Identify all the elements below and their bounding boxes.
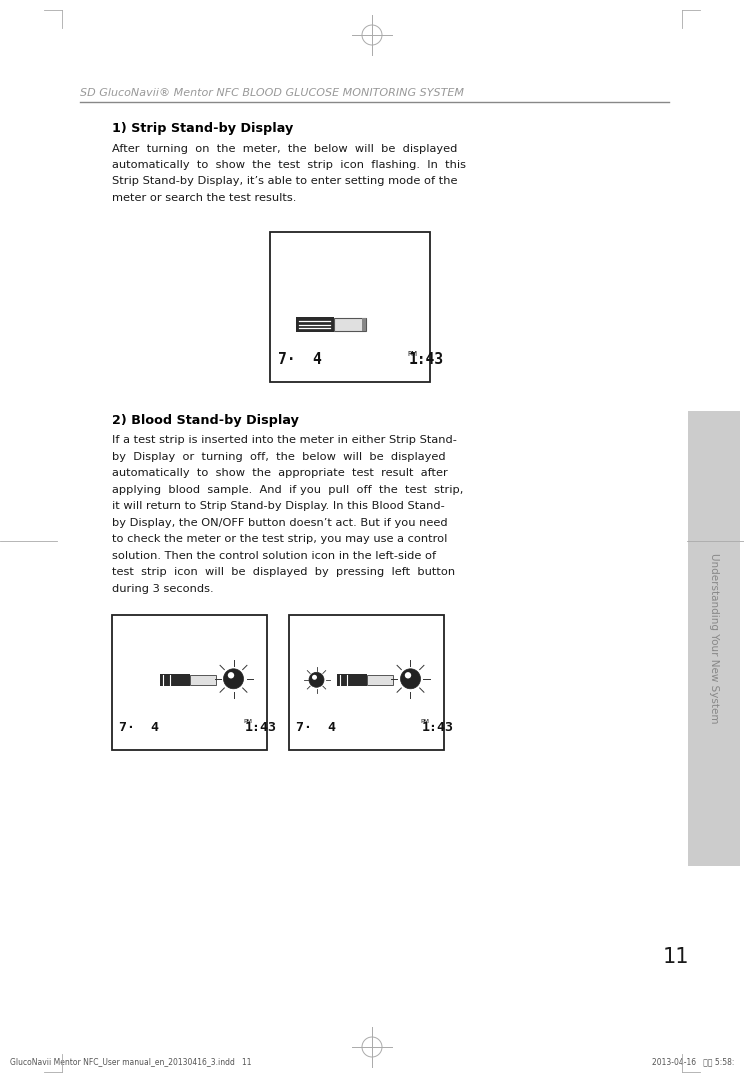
Text: 7·  4: 7· 4 [278,352,321,367]
Text: 1:43: 1:43 [245,721,277,734]
Text: 1:43: 1:43 [422,721,454,734]
Bar [295,317,333,332]
Text: GlucoNavii Mentor NFC_User manual_en_20130416_3.indd   11: GlucoNavii Mentor NFC_User manual_en_201… [10,1057,251,1067]
Text: by Display, the ON/OFF button doesn’t act. But if you need: by Display, the ON/OFF button doesn’t ac… [112,517,448,528]
Bar [289,615,444,750]
Bar [112,615,267,750]
Text: to check the meter or the test strip, you may use a control: to check the meter or the test strip, yo… [112,535,447,544]
Text: 2013-04-16   오후 5:58:: 2013-04-16 오후 5:58: [652,1057,734,1067]
Bar [190,675,216,685]
Text: SD GlucoNavii® Mentor NFC BLOOD GLUCOSE MONITORING SYSTEM: SD GlucoNavii® Mentor NFC BLOOD GLUCOSE … [80,88,464,98]
Text: 11: 11 [663,947,689,967]
Circle shape [228,672,234,678]
Bar [362,318,366,331]
Text: 1) Strip Stand-by Display: 1) Strip Stand-by Display [112,122,293,135]
Text: Strip Stand-by Display, it’s able to enter setting mode of the: Strip Stand-by Display, it’s able to ent… [112,176,458,186]
Text: If a test strip is inserted into the meter in either Strip Stand-: If a test strip is inserted into the met… [112,435,457,445]
Bar [333,318,365,331]
Circle shape [309,672,324,687]
Text: solution. Then the control solution icon in the left-side of: solution. Then the control solution icon… [112,551,436,560]
Text: it will return to Strip Stand-by Display. In this Blood Stand-: it will return to Strip Stand-by Display… [112,501,445,511]
Text: After  turning  on  the  meter,  the  below  will  be  displayed: After turning on the meter, the below wi… [112,144,458,154]
Text: automatically  to  show  the  appropriate  test  result  after: automatically to show the appropriate te… [112,469,448,478]
Text: meter or search the test results.: meter or search the test results. [112,193,296,203]
Bar [367,675,393,685]
Text: PM: PM [243,720,252,724]
Text: by  Display  or  turning  off,  the  below  will  be  displayed: by Display or turning off, the below wil… [112,451,446,462]
Text: during 3 seconds.: during 3 seconds. [112,583,214,594]
Text: PM: PM [408,351,417,356]
Bar [269,232,429,382]
Bar [336,674,367,686]
Bar [688,411,740,866]
Circle shape [223,669,243,689]
Text: automatically  to  show  the  test  strip  icon  flashing.  In  this: automatically to show the test strip ico… [112,160,466,170]
Circle shape [405,672,411,678]
Text: applying  blood  sample.  And  if you  pull  off  the  test  strip,: applying blood sample. And if you pull o… [112,485,464,494]
Text: PM: PM [420,720,429,724]
Text: 7·  4: 7· 4 [296,721,336,734]
Text: 2) Blood Stand-by Display: 2) Blood Stand-by Display [112,413,299,426]
Text: 1:43: 1:43 [408,352,443,367]
Text: 7·  4: 7· 4 [119,721,159,734]
Text: test  strip  icon  will  be  displayed  by  pressing  left  button: test strip icon will be displayed by pre… [112,567,455,577]
Circle shape [400,669,420,689]
Circle shape [312,675,317,679]
Text: Understanding Your New System: Understanding Your New System [709,553,719,724]
Bar [159,674,190,686]
